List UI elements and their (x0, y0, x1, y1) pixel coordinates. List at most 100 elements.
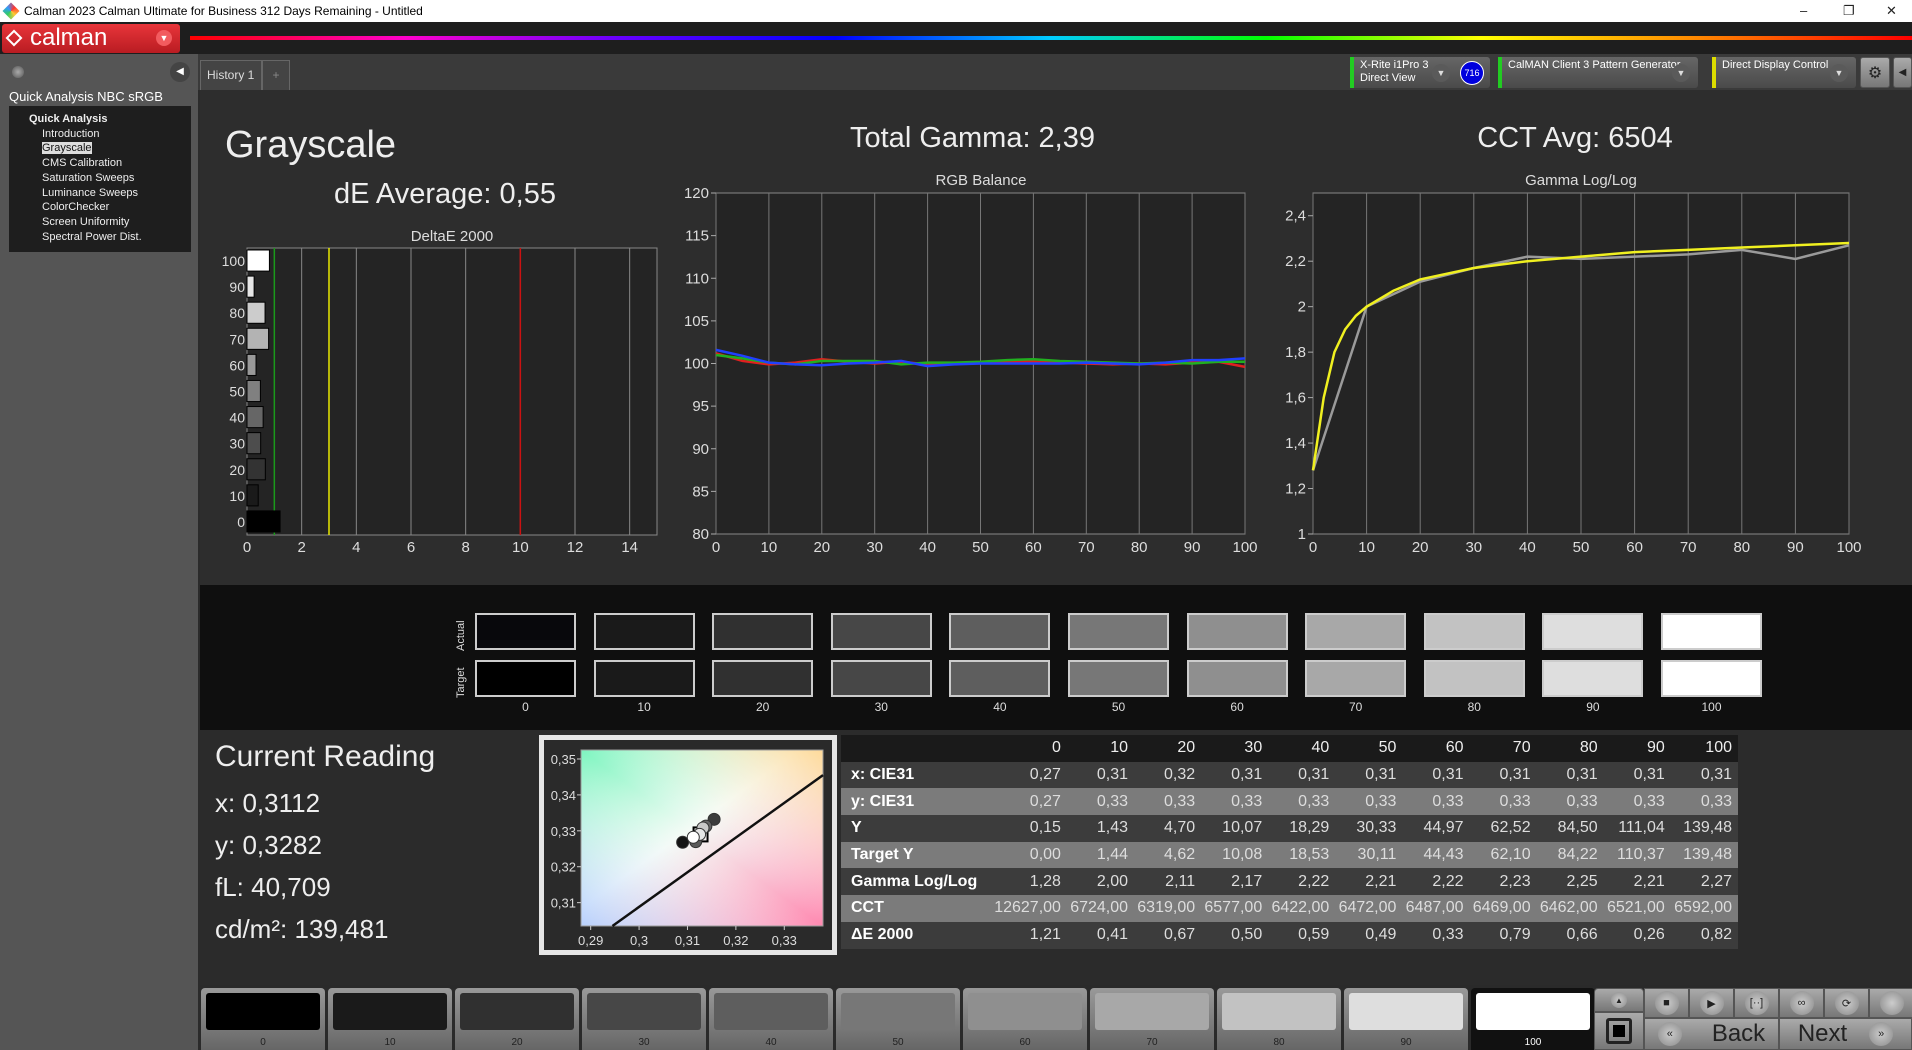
chevron-down-icon[interactable]: ▼ (1672, 64, 1690, 82)
reading-fl: fL: 40,709 (215, 872, 331, 902)
settings-gear-icon[interactable]: ⚙ (1860, 57, 1890, 88)
column-header: 100 (1670, 735, 1738, 762)
x-tick-label: 10 (1358, 539, 1375, 556)
tree-item-saturation-sweeps[interactable]: Saturation Sweeps (42, 171, 135, 184)
meter-badge[interactable]: 716 (1460, 61, 1484, 85)
pattern-color (968, 993, 1082, 1030)
table-cell: 0,82 (1670, 921, 1738, 949)
table-cell: 44,43 (1402, 841, 1470, 869)
table-cell: 18,29 (1268, 815, 1336, 842)
pattern-button-20[interactable]: 20 (455, 988, 579, 1050)
read-series-button[interactable]: [··] (1734, 988, 1779, 1018)
status-button[interactable] (1869, 988, 1912, 1018)
pattern-button-80[interactable]: 80 (1217, 988, 1341, 1050)
continuous-button[interactable]: ∞ (1779, 988, 1824, 1018)
pattern-button-40[interactable]: 40 (709, 988, 833, 1050)
x-tick-label: 2 (297, 539, 305, 556)
pattern-button-0[interactable]: 0 (201, 988, 325, 1050)
column-header: 20 (1134, 735, 1202, 762)
tree-item-introduction[interactable]: Introduction (42, 127, 100, 140)
minimize-button[interactable]: – (1800, 3, 1808, 18)
add-tab-button[interactable]: + (262, 60, 290, 90)
row-label: Y (841, 815, 991, 842)
pattern-level-label: 90 (1400, 1037, 1412, 1048)
chevron-down-icon[interactable]: ▼ (156, 30, 172, 46)
stop-pattern-button[interactable] (1594, 1012, 1644, 1050)
x-tick-label: 100 (1836, 539, 1861, 556)
y-tick-label: 0,34 (551, 788, 576, 803)
pattern-color (1349, 993, 1463, 1030)
table-cell: 12627,00 (990, 895, 1067, 922)
pattern-button-60[interactable]: 60 (963, 988, 1087, 1050)
x-tick-label: 60 (1025, 539, 1042, 556)
collapse-right-icon[interactable]: ◀ (1893, 57, 1912, 88)
x-tick-label: 8 (461, 539, 469, 556)
pattern-button-10[interactable]: 10 (328, 988, 452, 1050)
back-label: Back (1711, 1020, 1766, 1047)
actual-swatch (1305, 613, 1407, 650)
column-header: 10 (1066, 735, 1135, 762)
y-tick-label: 40 (229, 410, 245, 426)
pattern-level-label: 80 (1273, 1037, 1285, 1048)
table-cell: 0,27 (990, 761, 1067, 789)
tree-item-colorchecker[interactable]: ColorChecker (42, 201, 110, 214)
pin-icon[interactable] (12, 66, 24, 78)
stop-button[interactable]: ■ (1644, 988, 1689, 1018)
meter-selector[interactable]: X-Rite i1Pro 3 Direct View ▼ 716 (1350, 57, 1490, 88)
swatch-level-label: 50 (1111, 700, 1126, 714)
table-cell: 2,27 (1670, 868, 1738, 896)
tree-item-grayscale[interactable]: Grayscale (42, 142, 92, 155)
chevron-down-icon[interactable]: ▼ (1830, 64, 1848, 82)
pattern-button-90[interactable]: 90 (1344, 988, 1468, 1050)
pattern-button-30[interactable]: 30 (582, 988, 706, 1050)
pattern-button-100[interactable]: 100 (1471, 988, 1595, 1050)
table-cell: 62,10 (1469, 841, 1537, 869)
x-tick-label: 20 (1412, 539, 1429, 556)
y-tick-label: 120 (684, 185, 709, 202)
table-cell: 84,22 (1536, 841, 1604, 869)
window-title-bar: Calman 2023 Calman Ultimate for Business… (0, 0, 1912, 22)
x-tick-label: 40 (919, 539, 936, 556)
reading-x: x: 0,3112 (215, 788, 321, 818)
tree-group-quick-analysis[interactable]: Quick Analysis (29, 113, 108, 125)
refresh-button[interactable]: ⟳ (1824, 988, 1869, 1018)
x-tick-label: 30 (1465, 539, 1482, 556)
x-tick-label: 4 (352, 539, 360, 556)
logo-text: calman (30, 24, 108, 51)
tab-history-1[interactable]: History 1 (200, 60, 262, 90)
tree-item-screen-uniformity[interactable]: Screen Uniformity (42, 215, 130, 228)
actual-swatch (1186, 613, 1288, 650)
next-button[interactable]: Next » (1779, 1018, 1912, 1050)
tree-item-spectral-power[interactable]: Spectral Power Dist. (42, 230, 142, 243)
swatch-level-label: 10 (637, 700, 651, 714)
x-tick-label: 0,29 (578, 933, 603, 948)
table-cell: 0,27 (990, 788, 1067, 816)
table-cell: 0,31 (1268, 761, 1336, 789)
actual-row-label: Actual (455, 620, 467, 651)
chevron-down-icon[interactable]: ▼ (1432, 64, 1450, 82)
table-cell: 0,26 (1603, 921, 1671, 949)
restore-button[interactable]: ❐ (1843, 3, 1855, 18)
next-label: Next (1797, 1020, 1848, 1047)
tree-item-cms-calibration[interactable]: CMS Calibration (42, 157, 123, 170)
pattern-generator-selector[interactable]: CalMAN Client 3 Pattern Generator ▼ (1498, 57, 1698, 88)
close-button[interactable]: ✕ (1886, 3, 1897, 18)
pattern-color (333, 993, 447, 1030)
back-button[interactable]: « Back (1644, 1018, 1779, 1050)
scroll-up-button[interactable]: ▲ (1594, 988, 1644, 1012)
pattern-color (206, 993, 320, 1030)
y-tick-label: 95 (692, 398, 709, 415)
meter-name: X-Rite i1Pro 3 (1360, 59, 1429, 71)
pattern-button-50[interactable]: 50 (836, 988, 960, 1050)
play-button[interactable]: ▶ (1689, 988, 1734, 1018)
table-cell: 6592,00 (1670, 895, 1738, 922)
display-control-selector[interactable]: Direct Display Control ▼ (1712, 57, 1856, 88)
x-tick-label: 10 (512, 539, 529, 556)
actual-swatch (1068, 613, 1169, 650)
pattern-button-70[interactable]: 70 (1090, 988, 1214, 1050)
calman-menu-button[interactable]: calman ▼ (2, 24, 180, 53)
x-tick-label: 0,3 (630, 933, 648, 948)
tree-item-luminance-sweeps[interactable]: Luminance Sweeps (42, 186, 139, 199)
target-swatch (1186, 660, 1288, 697)
collapse-sidebar-icon[interactable]: ◀ (170, 62, 190, 82)
